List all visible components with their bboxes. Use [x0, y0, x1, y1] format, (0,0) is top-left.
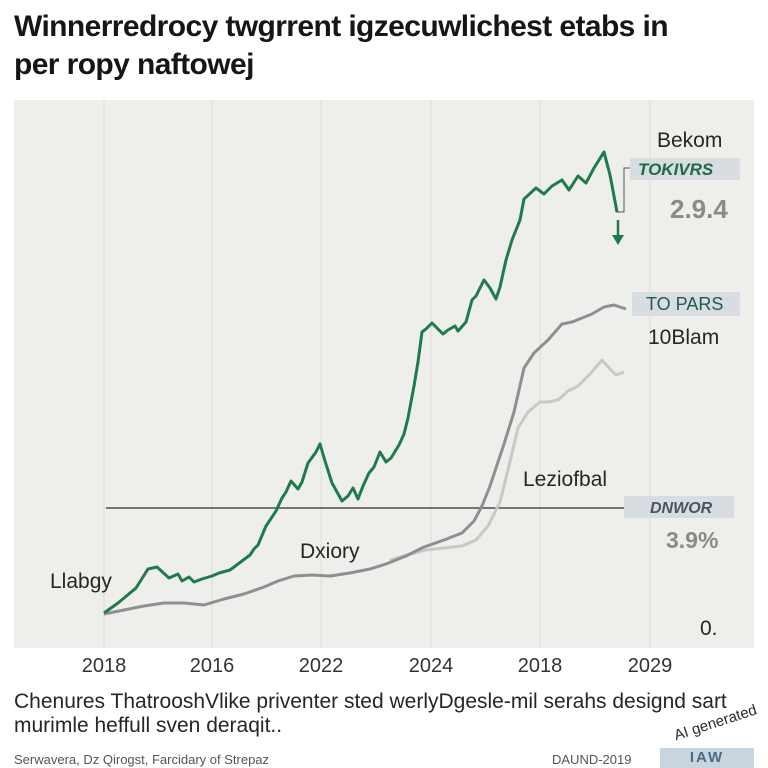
chart-title: Winnerredrocy twgrrent igzecuwlichest et… [14, 8, 754, 84]
annotation-bekom: Bekom [657, 129, 722, 152]
x-tick-label: 2016 [190, 655, 235, 677]
series-grey-line [103, 303, 627, 616]
x-axis: 2018 2016 2022 2024 2018 2029 [82, 655, 673, 677]
source-credit: Serwavera, Dz Qirogst, Farcidary of Stre… [14, 752, 270, 767]
annotation-tokivrs-box [630, 158, 740, 180]
annotation-llabgy: Llabgy [50, 570, 112, 593]
annotation-to-pars-box [632, 292, 740, 316]
x-tick-label: 2022 [299, 655, 344, 677]
x-tick-label: 2029 [628, 655, 673, 677]
series-light-grey-line [389, 358, 625, 562]
annotation-dxiory: Dxiory [300, 540, 360, 563]
annotation-dnwor: DNWOR [650, 500, 713, 517]
annotation-tokivrs: TOKIVRS [638, 160, 714, 179]
down-arrow-icon [612, 220, 624, 245]
annotation-bracket [616, 167, 630, 213]
annotation-value-2: 3.9% [666, 527, 718, 553]
right-axis-label: 0. [700, 617, 718, 640]
caption-line-1: Chenures ThatrooshVlike priventer sted w… [14, 690, 727, 713]
chart-title-line-2: per ropy naftowej [14, 48, 254, 81]
chart-title-line-1: Winnerredrocy twgrrent igzecuwlichest et… [14, 10, 669, 43]
annotation-dnwor-box [624, 496, 734, 518]
series-green-line [103, 150, 619, 615]
x-tick-label: 2024 [409, 655, 454, 677]
footer-date: DAUND-2019 [552, 752, 632, 767]
x-axis-tick-labels: 2018 2016 2022 2024 2018 2029 [82, 655, 673, 677]
x-tick-label: 2018 [82, 655, 127, 677]
annotation-to-pars: TO PARS [646, 294, 723, 314]
chart-caption: Chenures ThatrooshVlike priventer sted w… [14, 690, 759, 738]
line-chart: Bekom TOKIVRS 2.9.4 TO PARS 10Blam Lezio… [50, 100, 740, 648]
annotation-10blam: 10Blam [648, 326, 719, 349]
x-tick-label: 2018 [518, 655, 563, 677]
annotation-value-1: 2.9.4 [670, 194, 728, 224]
caption-line-2: murimle heffull sven deraqit.. [14, 714, 283, 737]
publisher-logo: IAW [660, 748, 754, 768]
annotation-leziofbal: Leziofbal [523, 468, 607, 491]
chart-area: Bekom TOKIVRS 2.9.4 TO PARS 10Blam Lezio… [14, 100, 754, 648]
